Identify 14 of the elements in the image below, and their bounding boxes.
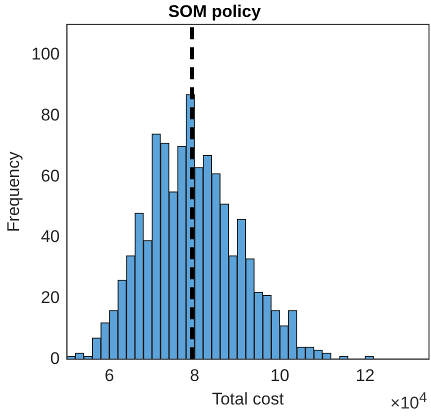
y-tick-label: 20 bbox=[40, 288, 60, 308]
y-tick-label: 100 bbox=[31, 44, 60, 64]
y-tick-label: 80 bbox=[40, 105, 60, 124]
y-tick-label: 40 bbox=[40, 227, 60, 246]
x-tick-label: 8 bbox=[190, 366, 200, 386]
y-tick-label: 60 bbox=[40, 166, 60, 186]
chart-title: SOM policy bbox=[168, 2, 262, 21]
y-tick-label: 0 bbox=[50, 348, 60, 368]
y-axis-title: Frequency bbox=[4, 151, 23, 232]
text: ×10$^{4}$ bbox=[390, 390, 427, 414]
x-tick-label: 10 bbox=[270, 366, 290, 386]
x-axis-title: Total cost bbox=[212, 389, 284, 408]
x-tick-label: 12 bbox=[356, 366, 375, 386]
x-tick-label: 6 bbox=[104, 366, 114, 386]
